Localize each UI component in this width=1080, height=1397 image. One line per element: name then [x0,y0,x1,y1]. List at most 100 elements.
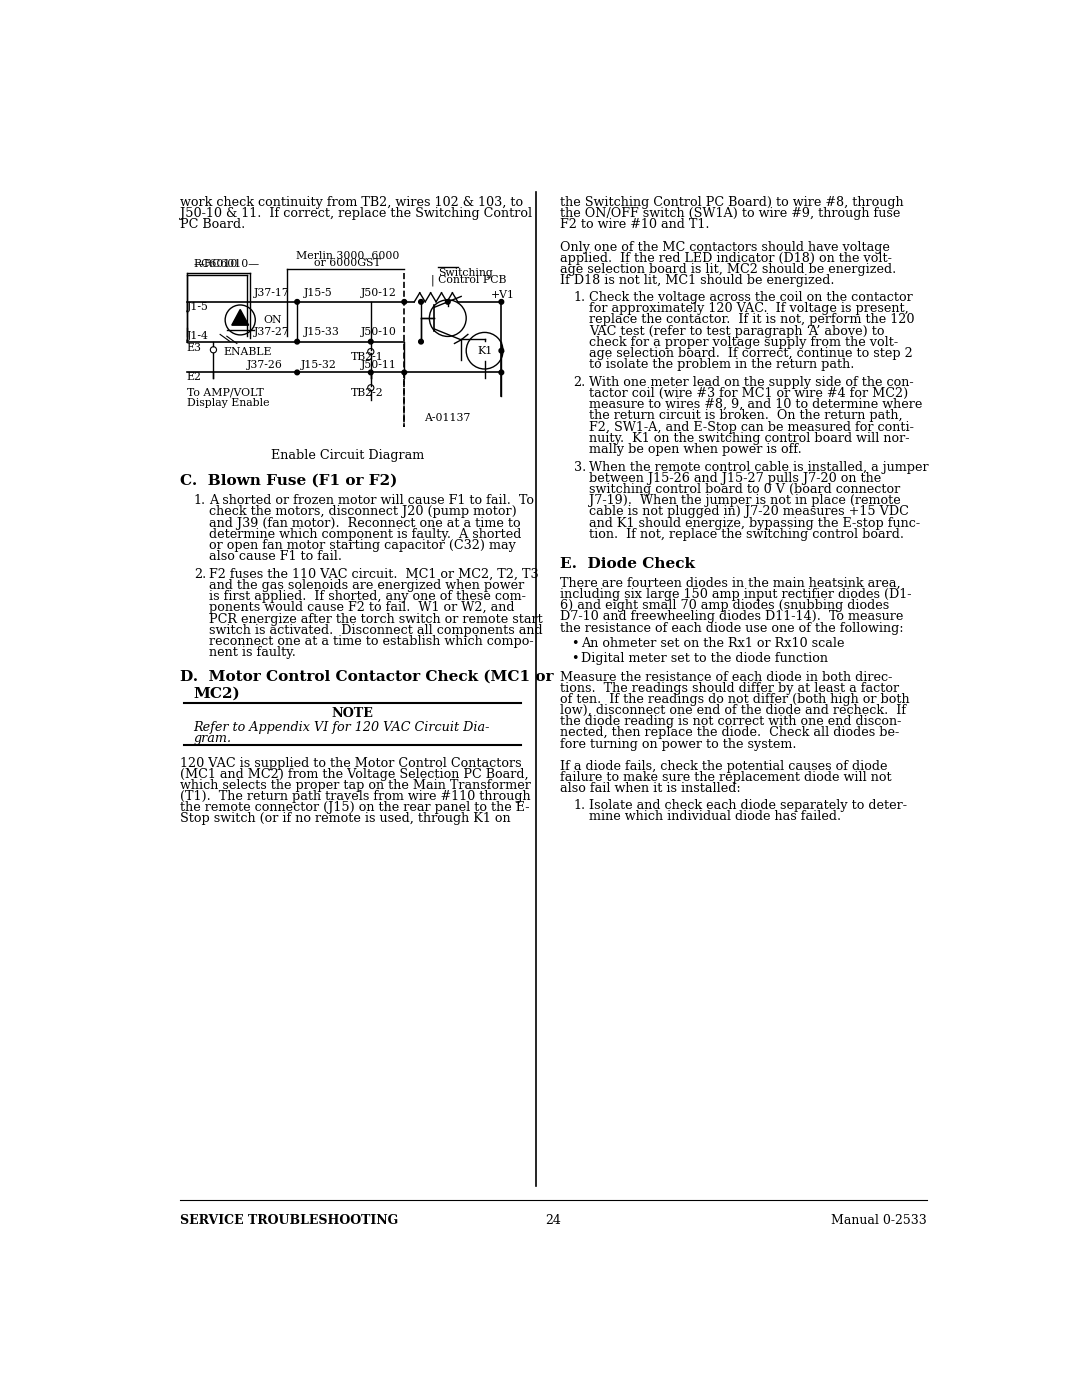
Text: J15-32: J15-32 [300,360,336,370]
Text: J50-12: J50-12 [361,288,396,298]
Text: F2, SW1-A, and E-Stop can be measured for conti-: F2, SW1-A, and E-Stop can be measured fo… [590,420,914,433]
Text: E2: E2 [187,372,202,381]
Text: ON: ON [264,314,282,326]
Text: Isolate and check each diode separately to deter-: Isolate and check each diode separately … [590,799,907,812]
Circle shape [368,370,373,374]
Text: also fail when it is installed:: also fail when it is installed: [559,782,741,795]
Circle shape [499,348,503,353]
Text: Merlin 3000, 6000: Merlin 3000, 6000 [296,250,399,261]
Polygon shape [232,310,248,326]
Text: age selection board is lit, MC2 should be energized.: age selection board is lit, MC2 should b… [559,263,896,277]
Text: the resistance of each diode use one of the following:: the resistance of each diode use one of … [559,622,903,634]
Text: the remote connector (J15) on the rear panel to the E-: the remote connector (J15) on the rear p… [180,802,529,814]
Text: D7-10 and freewheeling diodes D11-14).  To measure: D7-10 and freewheeling diodes D11-14). T… [559,610,903,623]
Text: 1.: 1. [573,799,585,812]
Text: •: • [571,651,579,665]
Text: NOTE: NOTE [332,707,374,721]
Circle shape [402,370,406,374]
Text: also cause F1 to fail.: also cause F1 to fail. [210,550,342,563]
Text: With one meter lead on the supply side of the con-: With one meter lead on the supply side o… [590,376,914,388]
Text: replace the contactor.  If it is not, perform the 120: replace the contactor. If it is not, per… [590,313,915,327]
Text: 2.: 2. [573,376,586,388]
Text: Stop switch (or if no remote is used, through K1 on: Stop switch (or if no remote is used, th… [180,813,511,826]
Text: D.  Motor Control Contactor Check (MC1 or: D. Motor Control Contactor Check (MC1 or [180,669,553,683]
Text: Check the voltage across the coil on the contactor: Check the voltage across the coil on the… [590,291,913,305]
Circle shape [419,299,423,305]
Text: age selection board.  If correct, continue to step 2: age selection board. If correct, continu… [590,346,913,360]
Text: If D18 is not lit, MC1 should be energized.: If D18 is not lit, MC1 should be energiz… [559,274,834,288]
Text: J37-27: J37-27 [254,327,289,337]
Circle shape [295,299,299,305]
Text: J7-19).  When the jumper is not in place (remote: J7-19). When the jumper is not in place … [590,495,901,507]
Circle shape [295,339,299,344]
Text: gram.: gram. [193,732,231,745]
Text: the return circuit is broken.  On the return path,: the return circuit is broken. On the ret… [590,409,903,422]
Text: to isolate the problem in the return path.: to isolate the problem in the return pat… [590,358,854,372]
Text: check for a proper voltage supply from the volt-: check for a proper voltage supply from t… [590,335,899,349]
Text: 2.: 2. [194,569,206,581]
Text: 24: 24 [545,1214,562,1227]
Text: (T1).  The return path travels from wire #110 through: (T1). The return path travels from wire … [180,791,530,803]
Text: J15-5: J15-5 [303,288,333,298]
Text: and J39 (fan motor).  Reconnect one at a time to: and J39 (fan motor). Reconnect one at a … [210,517,521,529]
Text: J1-5: J1-5 [187,302,208,312]
Text: is first applied.  If shorted, any one of these com-: is first applied. If shorted, any one of… [210,590,526,604]
Text: VAC test (refer to test paragraph ‘A’ above) to: VAC test (refer to test paragraph ‘A’ ab… [590,324,885,338]
Text: switch is activated.  Disconnect all components and: switch is activated. Disconnect all comp… [210,623,543,637]
Text: J1-4: J1-4 [187,331,208,341]
Text: Switching: Switching [437,268,492,278]
Text: Only one of the MC contactors should have voltage: Only one of the MC contactors should hav… [559,240,890,254]
Text: +V1: +V1 [491,289,515,299]
Text: the ON/OFF switch (SW1A) to wire #9, through fuse: the ON/OFF switch (SW1A) to wire #9, thr… [559,207,900,221]
Text: Refer to Appendix VI for 120 VAC Circuit Dia-: Refer to Appendix VI for 120 VAC Circuit… [193,721,489,733]
Text: switching control board to 0 V (board connector: switching control board to 0 V (board co… [590,483,901,496]
Text: nent is faulty.: nent is faulty. [210,645,296,659]
Text: nuity.  K1 on the switching control board will nor-: nuity. K1 on the switching control board… [590,432,909,444]
Text: An ohmeter set on the Rx1 or Rx10 scale: An ohmeter set on the Rx1 or Rx10 scale [581,637,845,650]
Text: Measure the resistance of each diode in both direc-: Measure the resistance of each diode in … [559,671,892,683]
Text: measure to wires #8, 9, and 10 to determine where: measure to wires #8, 9, and 10 to determ… [590,398,922,411]
Circle shape [445,299,450,305]
Text: including six large 150 amp input rectifier diodes (D1-: including six large 150 amp input rectif… [559,588,912,601]
Text: mally be open when power is off.: mally be open when power is off. [590,443,802,455]
Text: or open fan motor starting capacitor (C32) may: or open fan motor starting capacitor (C3… [210,539,516,552]
Text: low), disconnect one end of the diode and recheck.  If: low), disconnect one end of the diode an… [559,704,906,717]
Circle shape [419,339,423,344]
Text: and K1 should energize, bypassing the E-stop func-: and K1 should energize, bypassing the E-… [590,517,920,529]
Text: | Control PCB: | Control PCB [431,274,507,286]
Text: tactor coil (wire #3 for MC1 or wire #4 for MC2): tactor coil (wire #3 for MC1 or wire #4 … [590,387,908,400]
Text: TB2-1: TB2-1 [351,352,383,362]
Text: A shorted or frozen motor will cause F1 to fail.  To: A shorted or frozen motor will cause F1 … [210,495,535,507]
Text: J15-33: J15-33 [303,327,340,337]
Text: •: • [571,637,579,650]
Text: of ten.  If the readings do not differ (both high or both: of ten. If the readings do not differ (b… [559,693,909,705]
Text: which selects the proper tap on the Main Transformer: which selects the proper tap on the Main… [180,780,531,792]
Text: the diode reading is not correct with one end discon-: the diode reading is not correct with on… [559,715,901,728]
Text: work check continuity from TB2, wires 102 & 103, to: work check continuity from TB2, wires 10… [180,196,523,210]
Text: J37-26: J37-26 [247,360,283,370]
Text: —RC6010—: —RC6010— [193,258,259,268]
Text: cable is not plugged in) J7-20 measures +15 VDC: cable is not plugged in) J7-20 measures … [590,506,909,518]
Text: J50-10 & 11.  If correct, replace the Switching Control: J50-10 & 11. If correct, replace the Swi… [180,207,532,221]
Text: If a diode fails, check the potential causes of diode: If a diode fails, check the potential ca… [559,760,887,773]
Circle shape [499,299,503,305]
Text: between J15-26 and J15-27 pulls J7-20 on the: between J15-26 and J15-27 pulls J7-20 on… [590,472,881,485]
Text: F2 to wire #10 and T1.: F2 to wire #10 and T1. [559,218,710,232]
Text: E.  Diode Check: E. Diode Check [559,557,694,571]
Text: F2 fuses the 110 VAC circuit.  MC1 or MC2, T2, T3: F2 fuses the 110 VAC circuit. MC1 or MC2… [210,569,539,581]
Text: MC2): MC2) [194,686,241,700]
Text: for approximately 120 VAC.  If voltage is present,: for approximately 120 VAC. If voltage is… [590,302,909,316]
Text: A-01137: A-01137 [424,412,471,423]
Text: Display Enable: Display Enable [187,398,269,408]
Text: (MC1 and MC2) from the Voltage Selection PC Board,: (MC1 and MC2) from the Voltage Selection… [180,768,528,781]
Text: Digital meter set to the diode function: Digital meter set to the diode function [581,651,828,665]
Text: 120 VAC is supplied to the Motor Control Contactors: 120 VAC is supplied to the Motor Control… [180,757,522,770]
Text: nected, then replace the diode.  Check all diodes be-: nected, then replace the diode. Check al… [559,726,899,739]
Text: J37-17: J37-17 [254,288,289,298]
Text: mine which individual diode has failed.: mine which individual diode has failed. [590,810,841,823]
Text: failure to make sure the replacement diode will not: failure to make sure the replacement dio… [559,771,891,784]
Text: 6) and eight small 70 amp diodes (snubbing diodes: 6) and eight small 70 amp diodes (snubbi… [559,599,889,612]
Text: the Switching Control PC Board) to wire #8, through: the Switching Control PC Board) to wire … [559,196,903,210]
Text: reconnect one at a time to establish which compo-: reconnect one at a time to establish whi… [210,634,534,648]
Text: 1.: 1. [194,495,206,507]
